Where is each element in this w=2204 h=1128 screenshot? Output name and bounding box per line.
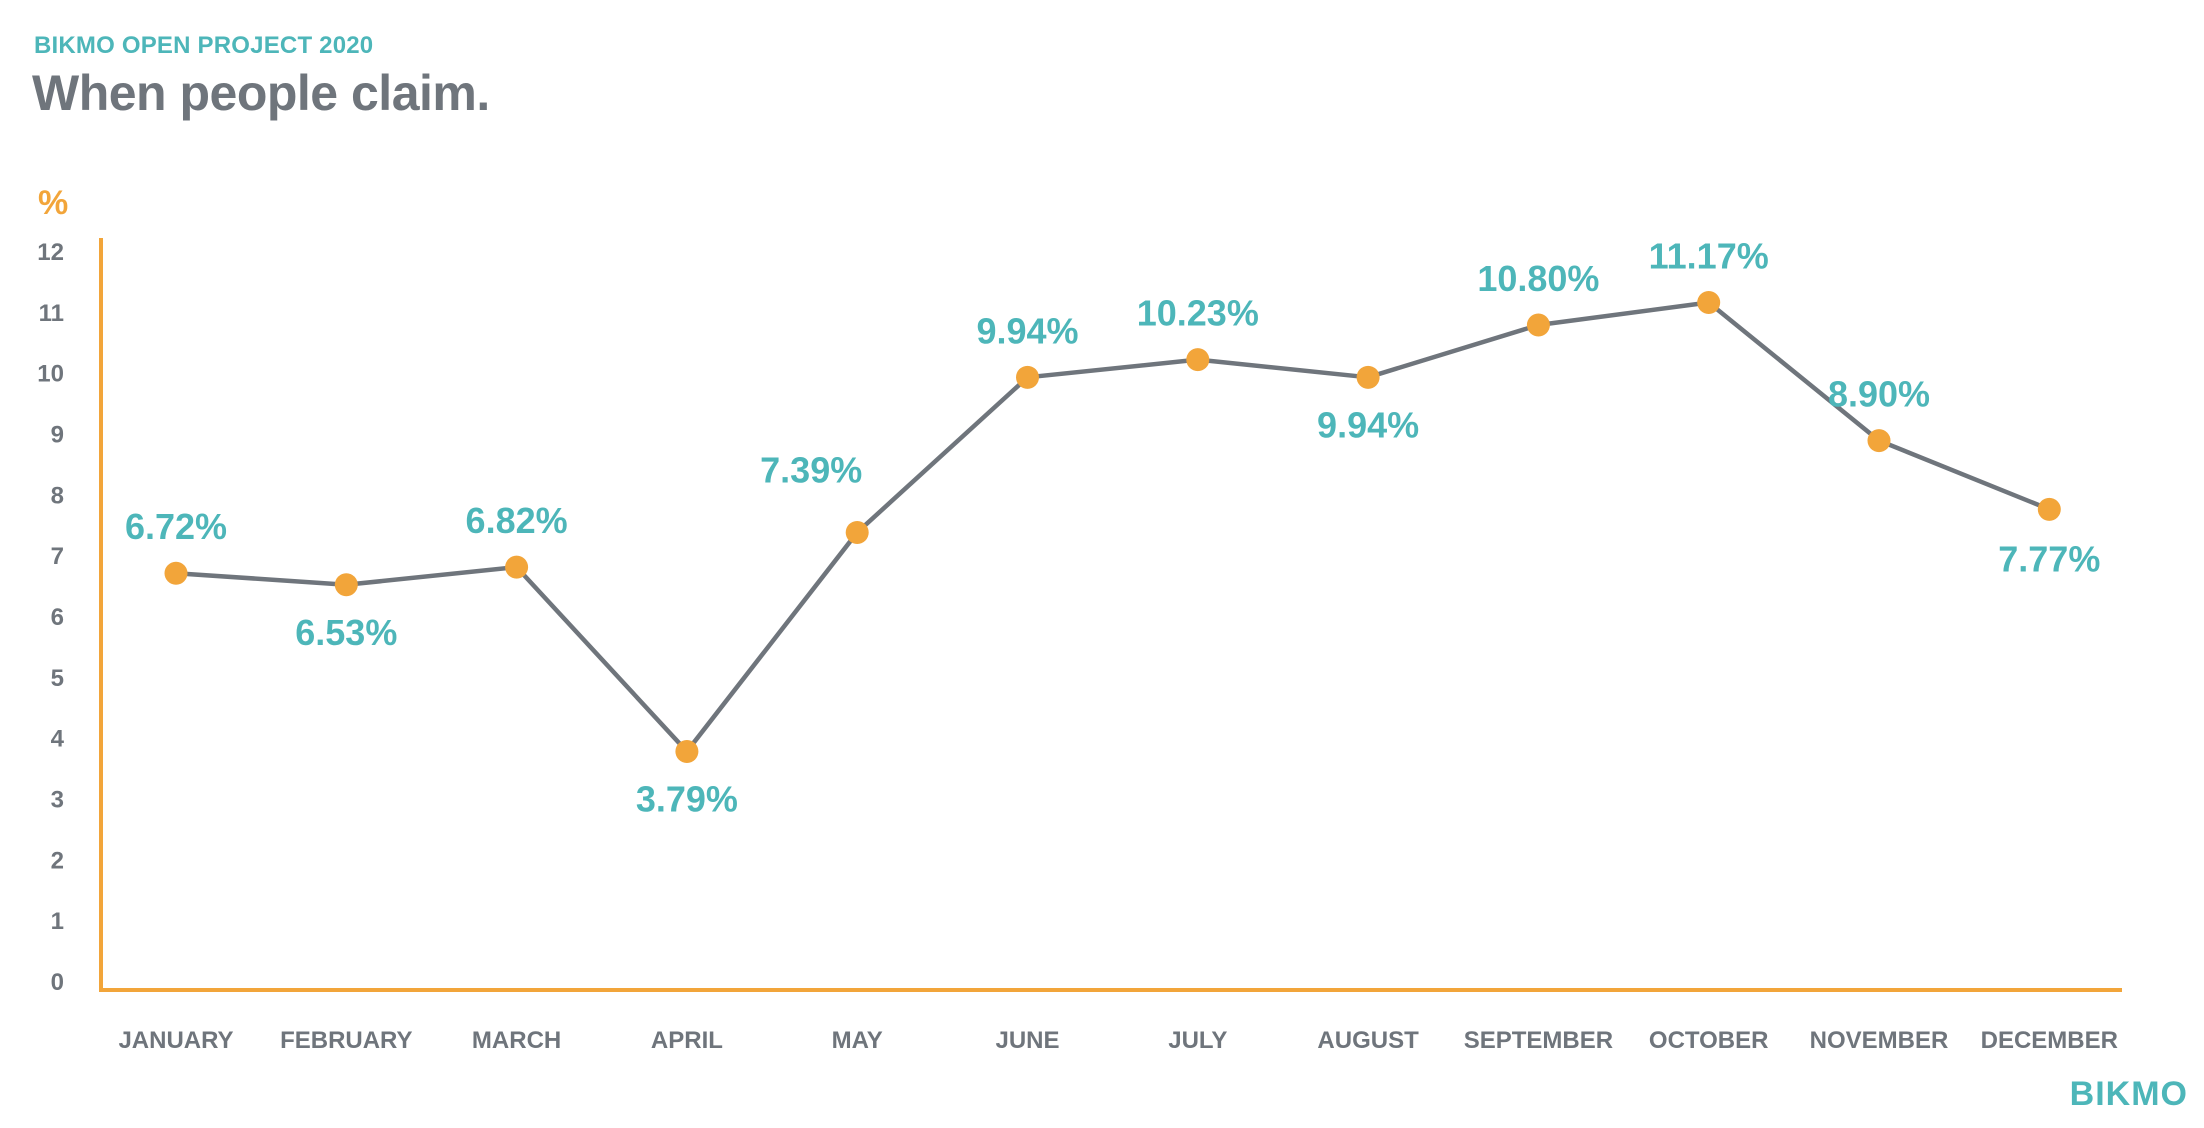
series-line xyxy=(175,300,2051,754)
data-label: 9.94% xyxy=(1317,404,1419,445)
data-point xyxy=(164,561,188,585)
data-label: 8.90% xyxy=(1828,374,1930,415)
data-markers xyxy=(164,290,2061,763)
x-tick-label: MAY xyxy=(832,1027,883,1054)
y-tick-label: 10 xyxy=(37,361,64,388)
x-tick-label: AUGUST xyxy=(1317,1027,1419,1054)
data-point xyxy=(1526,313,1550,337)
x-tick-label: APRIL xyxy=(651,1027,723,1054)
y-tick-label: 1 xyxy=(51,908,64,935)
data-label: 7.77% xyxy=(1998,538,2100,579)
x-axis-categories: JANUARY FEBRUARY MARCH APRIL MAY JUNE JULY AUGU… xyxy=(118,1027,2118,1054)
y-tick-label: 6 xyxy=(51,604,64,631)
x-tick-label: JULY xyxy=(1168,1027,1227,1054)
data-point xyxy=(675,739,699,763)
axes xyxy=(99,238,2122,992)
y-axis-unit-label: % xyxy=(38,184,68,222)
x-tick-label: DECEMBER xyxy=(1981,1027,2118,1054)
series-line-group xyxy=(175,300,2051,754)
data-point xyxy=(845,520,869,544)
y-tick-label: 11 xyxy=(39,300,64,327)
x-tick-label: MARCH xyxy=(472,1027,561,1054)
data-label: 10.80% xyxy=(1477,258,1599,299)
y-tick-label: 5 xyxy=(51,665,64,692)
data-label: 9.94% xyxy=(976,310,1078,351)
data-label: 3.79% xyxy=(636,778,738,819)
bikmo-logo: BIKMO xyxy=(2069,1075,2188,1113)
data-label: 6.53% xyxy=(295,612,397,653)
x-tick-label: OCTOBER xyxy=(1649,1027,1769,1054)
data-point xyxy=(1356,365,1380,389)
x-tick-label: JANUARY xyxy=(118,1027,233,1054)
data-label: 7.39% xyxy=(760,449,862,490)
data-label: 11.17% xyxy=(1649,235,1769,276)
data-labels: 6.72% 6.53% 6.82% 3.79% 7.39% 9.94% 10.23% 9.94… xyxy=(125,235,2100,819)
data-point xyxy=(505,555,529,579)
data-point xyxy=(1016,365,1039,389)
x-tick-label: SEPTEMBER xyxy=(1464,1027,1613,1054)
y-tick-label: 3 xyxy=(51,787,64,814)
y-tick-label: 4 xyxy=(51,726,65,753)
y-tick-label: 0 xyxy=(51,969,64,996)
data-point xyxy=(1186,348,1210,372)
x-tick-label: FEBRUARY xyxy=(280,1027,412,1054)
y-tick-label: 7 xyxy=(51,543,64,570)
data-point xyxy=(1697,290,1721,314)
data-point xyxy=(334,573,358,597)
y-tick-label: 9 xyxy=(51,422,64,449)
y-tick-label: 2 xyxy=(51,847,64,874)
data-label: 6.72% xyxy=(125,506,227,547)
y-tick-label: 12 xyxy=(37,239,64,266)
chart-title: When people claim. xyxy=(32,65,490,121)
data-label: 6.82% xyxy=(466,500,568,541)
x-tick-label: JUNE xyxy=(995,1027,1059,1054)
y-tick-label: 8 xyxy=(51,482,64,509)
chart-kicker: BIKMO OPEN PROJECT 2020 xyxy=(34,32,374,59)
data-point xyxy=(1867,429,1891,453)
data-label: 10.23% xyxy=(1137,293,1259,334)
x-tick-label: NOVEMBER xyxy=(1810,1027,1949,1054)
data-point xyxy=(2037,497,2061,521)
